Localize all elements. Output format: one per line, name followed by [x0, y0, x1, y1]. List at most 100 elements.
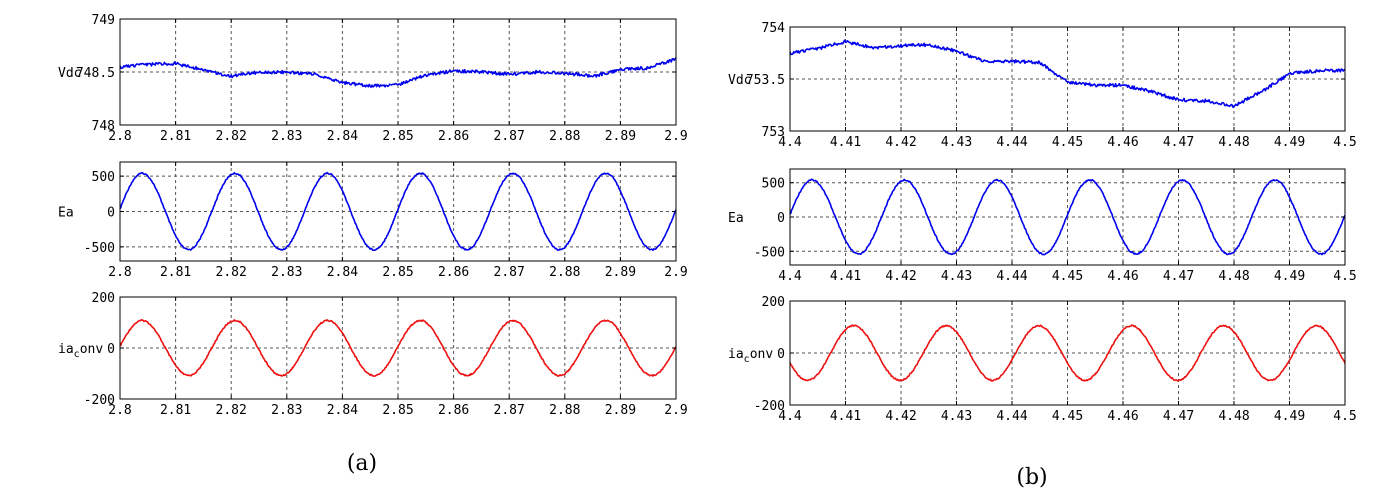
x-tick-label: 4.49: [1274, 409, 1305, 424]
plot-b-ea: 4.4 4.41 4.42 4.43 4.44 4.45 4.46 4.47 4.48 4.49 4…: [728, 168, 1357, 284]
x-tick-label: 2.86: [438, 265, 469, 280]
x-tick-label: 4.5: [1333, 135, 1356, 150]
x-tick-label: 2.9: [664, 129, 687, 144]
x-tick-label: 2.81: [160, 265, 191, 280]
y-axis-label: Vdc: [728, 73, 751, 88]
x-tick-label: 4.48: [1218, 135, 1249, 150]
x-tick-label: 4.47: [1163, 409, 1194, 424]
y-axis-label: iaconv: [728, 347, 773, 365]
plot-a-ea: 2.8 2.81 2.82 2.83 2.84 2.85 2.86 2.87 2.88 2.89 2…: [58, 161, 688, 280]
x-tick-label: 2.83: [271, 129, 302, 144]
x-tick-label: 4.45: [1052, 269, 1083, 284]
plot-a-iaconv: 2.8 2.81 2.82 2.83 2.84 2.85 2.86 2.87 2.88 2.89 2…: [58, 291, 688, 418]
x-tick-label: 4.48: [1218, 269, 1249, 284]
x-tick-label: 4.42: [885, 135, 916, 150]
x-tick-label: 2.8: [108, 129, 131, 144]
y-tick-label: 753: [762, 125, 785, 140]
x-tick-label: 4.42: [885, 269, 916, 284]
y-tick-label: 0: [107, 342, 115, 357]
x-tick-label: 4.48: [1218, 409, 1249, 424]
x-tick-label: 2.8: [108, 403, 131, 418]
x-tick-label: 2.81: [160, 403, 191, 418]
x-tick-label: 2.86: [438, 129, 469, 144]
x-tick-label: 4.43: [941, 409, 972, 424]
x-tick-label: 4.46: [1107, 269, 1138, 284]
x-tick-label: 2.89: [605, 129, 636, 144]
x-tick-label: 4.44: [996, 135, 1027, 150]
x-tick-label: 4.46: [1107, 135, 1138, 150]
x-tick-label: 2.82: [216, 403, 247, 418]
x-tick-label: 2.84: [327, 265, 358, 280]
x-tick-label: 4.42: [885, 409, 916, 424]
y-tick-label: -200: [84, 393, 115, 408]
x-tick-label: 4.41: [830, 269, 861, 284]
x-tick-label: 2.82: [216, 129, 247, 144]
x-tick-label: 2.85: [382, 265, 413, 280]
x-tick-label: 4.4: [778, 269, 802, 284]
series-line-b-iaconv: [789, 324, 1346, 382]
x-tick-label: 4.45: [1052, 409, 1083, 424]
caption-a: (a): [347, 451, 377, 476]
y-tick-label: 0: [777, 211, 785, 226]
y-tick-label: 754: [762, 21, 786, 36]
y-tick-label: 200: [92, 291, 115, 306]
x-tick-label: 2.8: [108, 265, 131, 280]
x-tick-label: 4.47: [1163, 269, 1194, 284]
x-tick-label: 4.4: [778, 409, 802, 424]
x-tick-label: 4.43: [941, 269, 972, 284]
x-tick-label: 4.4: [778, 135, 802, 150]
y-tick-label: 500: [762, 177, 785, 192]
x-tick-label: 4.47: [1163, 135, 1194, 150]
y-axis-label: Vdc: [58, 66, 81, 81]
y-tick-label: 200: [762, 295, 785, 310]
x-tick-label: 2.88: [549, 265, 580, 280]
x-tick-label: 2.85: [382, 403, 413, 418]
y-axis-label: iaconv: [58, 342, 103, 360]
x-tick-label: 2.88: [549, 403, 580, 418]
x-tick-label: 2.87: [494, 265, 525, 280]
x-tick-label: 2.84: [327, 403, 358, 418]
series-line-b-vdc: [789, 39, 1346, 109]
x-tick-label: 4.46: [1107, 409, 1138, 424]
y-tick-label: -200: [754, 399, 785, 414]
series-line-b-ea: [789, 178, 1346, 256]
y-tick-label: 753.5: [746, 73, 785, 88]
x-tick-label: 4.5: [1333, 269, 1356, 284]
y-tick-label: 748: [92, 119, 115, 134]
x-tick-label: 4.49: [1274, 269, 1305, 284]
x-tick-label: 2.89: [605, 265, 636, 280]
x-tick-label: 2.9: [664, 265, 687, 280]
x-tick-label: 4.44: [996, 269, 1027, 284]
x-tick-label: 2.86: [438, 403, 469, 418]
x-tick-label: 2.88: [549, 129, 580, 144]
y-tick-label: 500: [92, 170, 115, 185]
series-line-a-vdc: [119, 57, 677, 89]
series-line-a-iaconv: [119, 318, 677, 377]
x-tick-label: 4.41: [830, 135, 861, 150]
x-tick-label: 2.87: [494, 403, 525, 418]
x-tick-label: 4.44: [996, 409, 1027, 424]
plot-a-vdc: 2.8 2.81 2.82 2.83 2.84 2.85 2.86 2.87 2.88 2.89 2…: [58, 13, 688, 144]
y-axis-label: Ea: [58, 206, 74, 221]
y-tick-label: 0: [107, 206, 115, 221]
x-tick-label: 4.49: [1274, 135, 1305, 150]
plot-b-vdc: 4.4 4.41 4.42 4.43 4.44 4.45 4.46 4.47 4.48 4.49 4…: [728, 21, 1357, 150]
y-tick-label: 749: [92, 13, 115, 28]
y-tick-label: 748.5: [76, 66, 115, 81]
x-tick-label: 4.5: [1333, 409, 1356, 424]
y-axis-label: Ea: [728, 211, 744, 226]
x-tick-label: 4.45: [1052, 135, 1083, 150]
y-tick-label: -500: [84, 241, 115, 256]
x-tick-label: 2.83: [271, 403, 302, 418]
x-tick-label: 4.43: [941, 135, 972, 150]
x-tick-label: 2.84: [327, 129, 358, 144]
x-tick-label: 2.89: [605, 403, 636, 418]
x-tick-label: 4.41: [830, 409, 861, 424]
series-line-a-ea: [119, 171, 677, 252]
x-tick-label: 2.9: [664, 403, 687, 418]
x-tick-label: 2.81: [160, 129, 191, 144]
x-tick-label: 2.83: [271, 265, 302, 280]
x-tick-label: 2.82: [216, 265, 247, 280]
y-tick-label: -500: [754, 245, 785, 260]
